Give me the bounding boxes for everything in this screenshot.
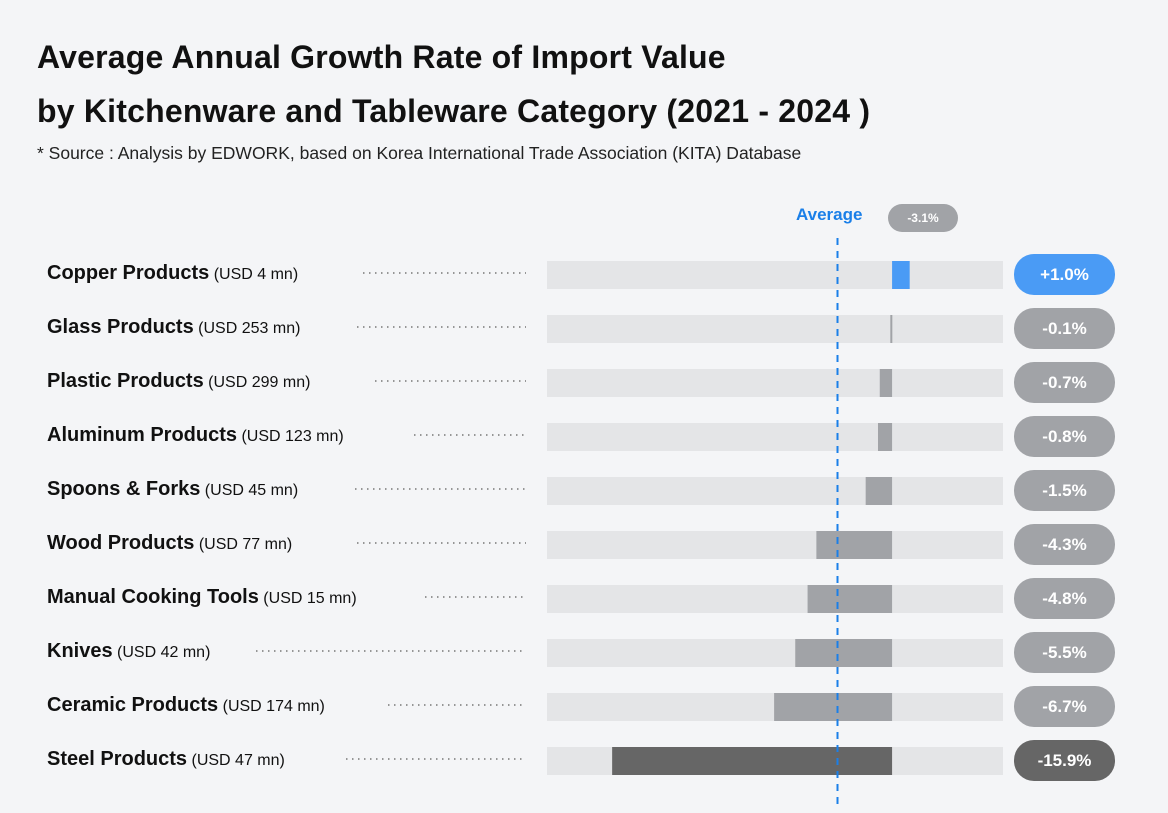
import-value-label: (USD 299 mn) bbox=[203, 374, 311, 391]
bar-track bbox=[547, 369, 1003, 397]
import-value-label: (USD 42 mn) bbox=[112, 644, 211, 661]
value-label-pill: -15.9% bbox=[1014, 740, 1115, 781]
category-label: Steel Products (USD 47 mn) bbox=[47, 748, 285, 771]
bar-track bbox=[547, 315, 1003, 343]
import-value-label: (USD 174 mn) bbox=[218, 698, 325, 715]
category-name: Steel Products bbox=[47, 748, 188, 770]
bar bbox=[816, 531, 893, 559]
category-name: Aluminum Products bbox=[47, 424, 238, 446]
category-label: Manual Cooking Tools (USD 15 mn) bbox=[47, 586, 357, 609]
category-label: Plastic Products (USD 299 mn) bbox=[47, 370, 310, 393]
category-name: Spoons & Forks bbox=[47, 478, 201, 500]
bar-track bbox=[547, 531, 1003, 559]
value-label-pill: -6.7% bbox=[1014, 686, 1115, 727]
category-label: Aluminum Products (USD 123 mn) bbox=[47, 424, 344, 447]
import-value-label: (USD 77 mn) bbox=[194, 536, 293, 553]
value-label-pill: -4.8% bbox=[1014, 578, 1115, 619]
category-name: Plastic Products bbox=[47, 370, 204, 392]
bar bbox=[865, 477, 893, 505]
category-label: Copper Products (USD 4 mn) bbox=[47, 262, 298, 285]
bar-track bbox=[547, 423, 1003, 451]
bar-track bbox=[547, 477, 1003, 505]
value-label-pill: -4.3% bbox=[1014, 524, 1115, 565]
bar bbox=[807, 585, 893, 613]
import-value-label: (USD 15 mn) bbox=[258, 590, 357, 607]
chart-title: Average Annual Growth Rate of Import Val… bbox=[37, 30, 870, 138]
bar bbox=[877, 423, 893, 451]
average-value-pill: -3.1% bbox=[888, 204, 958, 232]
import-value-label: (USD 253 mn) bbox=[193, 320, 301, 337]
average-label: Average bbox=[796, 205, 863, 224]
value-label-pill: -0.7% bbox=[1014, 362, 1115, 403]
value-label-pill: -0.8% bbox=[1014, 416, 1115, 457]
import-value-label: (USD 45 mn) bbox=[200, 482, 299, 499]
category-name: Copper Products bbox=[47, 262, 210, 284]
category-name: Wood Products bbox=[47, 532, 195, 554]
category-label: Knives (USD 42 mn) bbox=[47, 640, 210, 663]
bar-track bbox=[547, 585, 1003, 613]
bar bbox=[612, 747, 893, 775]
import-value-label: (USD 47 mn) bbox=[187, 752, 285, 769]
title-line-1: Average Annual Growth Rate of Import Val… bbox=[37, 39, 726, 75]
category-label: Spoons & Forks (USD 45 mn) bbox=[47, 478, 298, 501]
category-name: Ceramic Products bbox=[47, 694, 219, 716]
import-value-label: (USD 123 mn) bbox=[237, 428, 344, 445]
category-label: Glass Products (USD 253 mn) bbox=[47, 316, 300, 339]
category-name: Glass Products bbox=[47, 316, 194, 338]
bar bbox=[892, 261, 910, 289]
category-name: Knives bbox=[47, 640, 113, 662]
category-label: Ceramic Products (USD 174 mn) bbox=[47, 694, 325, 717]
value-label-pill: +1.0% bbox=[1014, 254, 1115, 295]
bar bbox=[774, 693, 893, 721]
bar-track bbox=[547, 261, 1003, 289]
title-line-2: by Kitchenware and Tableware Category (2… bbox=[37, 93, 871, 129]
category-label: Wood Products (USD 77 mn) bbox=[47, 532, 292, 555]
bar bbox=[795, 639, 893, 667]
value-label-pill: -1.5% bbox=[1014, 470, 1115, 511]
bar bbox=[879, 369, 893, 397]
value-label-pill: -5.5% bbox=[1014, 632, 1115, 673]
value-label-pill: -0.1% bbox=[1014, 308, 1115, 349]
category-name: Manual Cooking Tools bbox=[47, 586, 259, 608]
source-note: * Source : Analysis by EDWORK, based on … bbox=[37, 143, 802, 163]
bar-track bbox=[547, 639, 1003, 667]
bar bbox=[890, 315, 893, 343]
import-value-label: (USD 4 mn) bbox=[209, 266, 299, 283]
